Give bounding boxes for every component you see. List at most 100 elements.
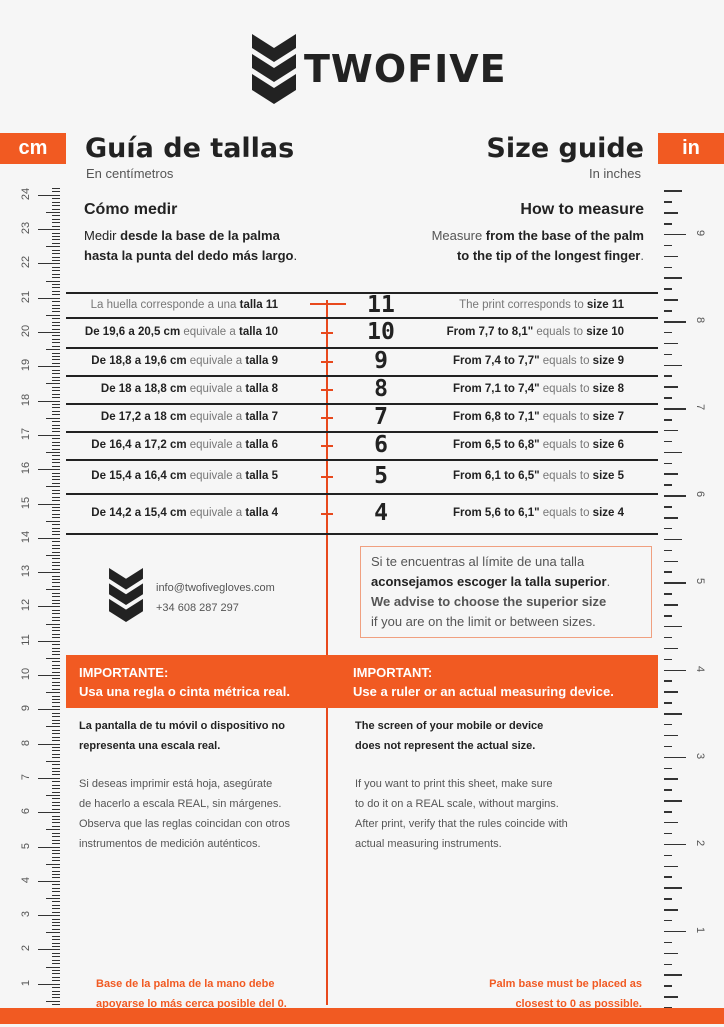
cm-tick [52, 534, 60, 536]
advice-box: Si te encuentras al límite de una talla … [360, 546, 652, 638]
inch-tick [664, 440, 672, 443]
inch-tick [664, 876, 672, 878]
cm-tick [52, 493, 60, 495]
inch-tick [664, 408, 686, 410]
twofive-logo-small-icon [109, 568, 143, 622]
cm-tick [52, 479, 60, 481]
cm-tick [52, 633, 60, 635]
cm-tick [52, 458, 60, 460]
cm-tick [52, 476, 60, 478]
inch-tick [664, 451, 682, 454]
cm-ruler: 0123456789101112131415161718192021222324 [0, 0, 66, 1024]
how-title-es: Cómo medir [84, 201, 178, 218]
cm-tick [52, 870, 60, 872]
cm-tick [52, 753, 60, 755]
cm-tick [52, 867, 60, 869]
cm-tick [52, 527, 60, 529]
size-row: De 18 a 18,8 cm equivale a talla 8 8 Fro… [66, 375, 658, 403]
cm-tick [52, 959, 60, 961]
inch-tick [664, 734, 678, 737]
inch-tick [664, 255, 678, 258]
cm-number: 11 [20, 633, 32, 646]
cm-tick [52, 935, 60, 937]
cm-tick [52, 242, 60, 244]
cm-tick [52, 904, 60, 906]
cm-tick [52, 410, 60, 412]
inch-tick [664, 288, 672, 290]
cm-tick [46, 692, 60, 694]
cm-tick [38, 606, 60, 608]
cm-tick [52, 945, 60, 947]
cm-tick [52, 997, 60, 999]
inch-tick [664, 963, 672, 966]
cm-tick [52, 256, 60, 258]
cm-tick [38, 572, 60, 574]
cm-tick [52, 472, 60, 474]
cm-tick [52, 942, 60, 944]
cm-tick [38, 469, 60, 471]
size-es-text: De 18 a 18,8 cm equivale a talla 8 [100, 383, 278, 395]
inch-tick [664, 353, 672, 356]
measure-tick [321, 332, 333, 334]
cm-tick [46, 966, 60, 968]
cm-tick [52, 328, 60, 330]
cm-tick [52, 747, 60, 749]
inch-tick [664, 909, 678, 911]
cm-tick [38, 366, 60, 368]
inch-tick [664, 625, 682, 628]
contact-info: info@twofivegloves.com +34 608 287 297 [156, 578, 275, 618]
contact-email[interactable]: info@twofivegloves.com [156, 582, 275, 594]
cm-tick [52, 801, 60, 803]
inch-tick [664, 473, 678, 475]
cm-tick [52, 877, 60, 879]
cm-tick [52, 455, 60, 457]
cm-tick [52, 661, 60, 663]
cm-tick [52, 496, 60, 498]
cm-tick [52, 191, 60, 193]
cm-tick [52, 369, 60, 371]
size-row: De 15,4 a 16,4 cm equivale a talla 5 5 F… [66, 459, 658, 493]
cm-tick [52, 205, 60, 207]
cm-tick [52, 428, 60, 430]
table-divider [66, 292, 658, 294]
inch-tick [664, 723, 672, 726]
cm-tick [52, 359, 60, 361]
cm-tick [52, 891, 60, 893]
cm-tick [52, 664, 60, 666]
contact-phone[interactable]: +34 608 287 297 [156, 602, 239, 614]
cm-tick [52, 671, 60, 673]
cm-tick [52, 386, 60, 388]
size-es-text: La huella corresponde a una talla 11 [90, 298, 278, 311]
cm-tick [52, 822, 60, 824]
size-number: 6 [374, 432, 388, 458]
inch-tick [664, 985, 672, 987]
inch-tick [664, 996, 678, 998]
measure-tick [321, 476, 333, 478]
cm-tick [52, 335, 60, 337]
measure-tick [321, 513, 333, 515]
cm-tick [52, 716, 60, 718]
cm-tick [52, 345, 60, 347]
cm-tick [52, 705, 60, 707]
cm-tick [38, 194, 60, 196]
cm-tick [52, 894, 60, 896]
cm-tick [52, 506, 60, 508]
size-row: De 19,6 a 20,5 cm equivale a talla 10 10… [66, 317, 658, 347]
inch-number: 6 [694, 491, 706, 498]
cm-tick [52, 650, 60, 652]
cm-number: 10 [20, 667, 32, 681]
inch-tick [664, 865, 678, 868]
cm-tick [52, 283, 60, 285]
cm-tick [52, 884, 60, 886]
measure-tick [321, 389, 333, 391]
cm-tick [38, 229, 60, 231]
inch-number: 8 [694, 316, 706, 324]
cm-tick [46, 383, 60, 385]
cm-tick [52, 380, 60, 382]
cm-tick [52, 222, 60, 224]
size-row: De 14,2 a 15,4 cm equivale a talla 4 4 F… [66, 493, 658, 533]
cm-tick [52, 253, 60, 255]
cm-number: 15 [20, 496, 32, 509]
title-es: Guía de tallas [85, 133, 295, 164]
inch-tick [664, 919, 672, 922]
